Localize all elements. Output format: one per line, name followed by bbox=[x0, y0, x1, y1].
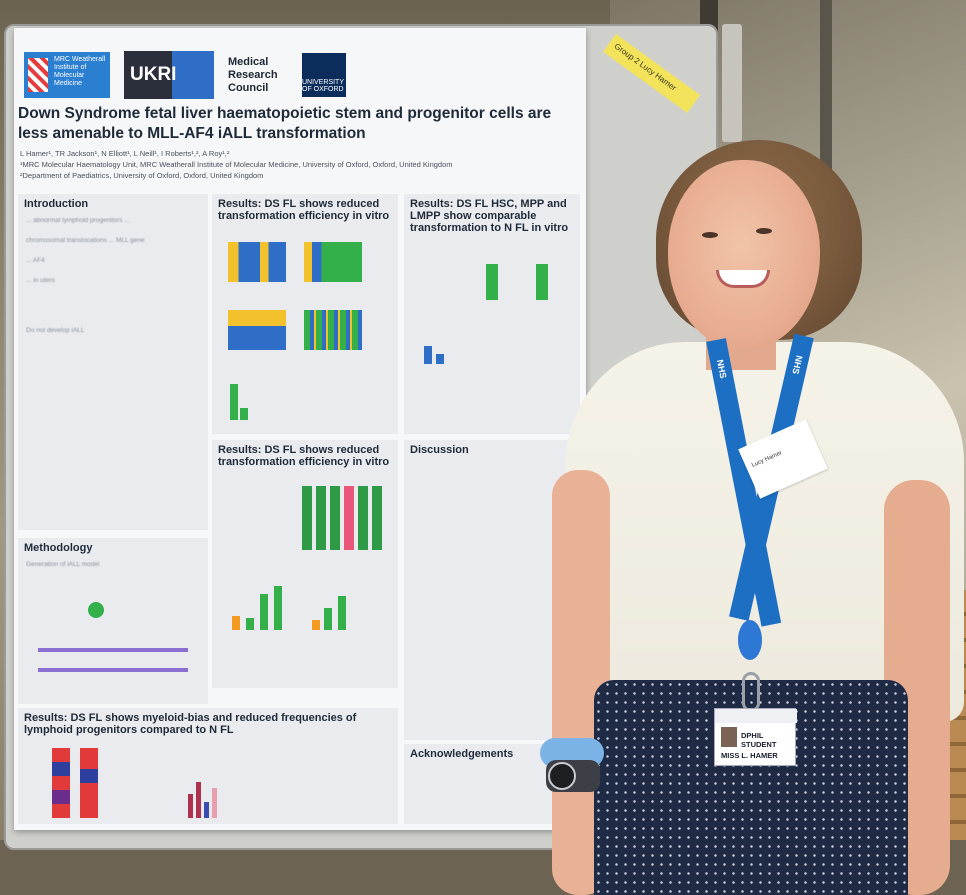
bar bbox=[424, 346, 432, 364]
affiliation-1: ¹MRC Molecular Haematology Unit, MRC Wea… bbox=[20, 160, 453, 169]
badge-photo bbox=[721, 727, 737, 747]
methodology-section: Methodology Generation of iALL model bbox=[18, 538, 208, 704]
oxford-logo: UNIVERSITY OF OXFORD bbox=[302, 53, 346, 97]
bar-figure bbox=[312, 590, 362, 630]
bar-figure bbox=[302, 484, 388, 550]
bar-figure bbox=[232, 580, 302, 630]
bar-figure bbox=[188, 768, 248, 818]
results-section-4: Results: DS FL shows myeloid-bias and re… bbox=[18, 708, 398, 824]
results-heading-1: Results: DS FL shows reduced transformat… bbox=[218, 198, 390, 222]
bar bbox=[232, 616, 240, 630]
bar bbox=[436, 354, 444, 364]
stacked-bar-figure bbox=[228, 242, 286, 282]
mrc-institute-text: MRC Weatherall Institute of Molecular Me… bbox=[54, 56, 106, 87]
stacked-bar-figure bbox=[228, 310, 286, 350]
results-heading-4: Results: DS FL shows myeloid-bias and re… bbox=[24, 712, 357, 736]
introduction-heading: Introduction bbox=[24, 198, 89, 210]
discussion-section: Discussion bbox=[404, 440, 580, 740]
watch-face bbox=[548, 762, 576, 790]
dna-icon bbox=[28, 58, 48, 92]
logo-row: MRC Weatherall Institute of Molecular Me… bbox=[24, 48, 384, 102]
bar bbox=[274, 586, 282, 630]
badge-role: DPHIL STUDENT bbox=[741, 731, 777, 749]
bar bbox=[330, 486, 340, 550]
ukri-text: UKRI bbox=[130, 64, 177, 85]
discussion-heading: Discussion bbox=[410, 444, 469, 456]
results-section-2: Results: DS FL shows reduced transformat… bbox=[212, 440, 398, 688]
methodology-heading: Methodology bbox=[24, 542, 93, 554]
intro-bullet: chromosomal translocations ... MLL gene bbox=[26, 237, 145, 244]
key-ring bbox=[742, 672, 760, 712]
bar bbox=[372, 486, 382, 550]
intro-bullet: ... AF4 bbox=[26, 257, 45, 264]
bar bbox=[324, 608, 332, 630]
bar-figure bbox=[474, 264, 498, 300]
poster-authors: L Hamer¹, TR Jackson¹, N Elliott¹, L Nei… bbox=[20, 148, 580, 181]
bar bbox=[260, 594, 268, 630]
stacked-bar-figure bbox=[80, 748, 98, 818]
badge-header bbox=[715, 709, 797, 723]
results-section-3: Results: DS FL HSC, MPP and LMPP show co… bbox=[404, 194, 580, 434]
lanyard-text: NHS bbox=[790, 354, 805, 376]
bar bbox=[246, 618, 254, 630]
bar bbox=[196, 782, 201, 818]
bar bbox=[312, 620, 320, 630]
bar bbox=[212, 788, 217, 818]
author-list: L Hamer¹, TR Jackson¹, N Elliott¹, L Nei… bbox=[20, 149, 230, 158]
bar bbox=[204, 802, 209, 818]
badge-name: MISS L. HAMER bbox=[721, 751, 778, 760]
eye bbox=[756, 228, 772, 234]
stacked-bar-figure bbox=[52, 748, 70, 818]
affiliation-2: ²Department of Paediatrics, University o… bbox=[20, 171, 264, 180]
stacked-bar-figure bbox=[304, 310, 362, 350]
bar bbox=[302, 486, 312, 550]
ukri-logo: UKRI bbox=[124, 51, 214, 99]
intro-bullet: ... abnormal lymphoid progenitors ... bbox=[26, 217, 130, 224]
bar bbox=[338, 596, 346, 630]
person-face bbox=[668, 160, 820, 350]
bar bbox=[240, 408, 248, 420]
board-post bbox=[722, 24, 742, 142]
research-poster: MRC Weatherall Institute of Molecular Me… bbox=[14, 28, 586, 830]
bar-figure bbox=[524, 264, 548, 300]
cell-diagram-icon bbox=[88, 602, 104, 618]
bar bbox=[188, 794, 193, 818]
acknowledgements-heading: Acknowledgements bbox=[410, 748, 514, 760]
introduction-section: Introduction ... abnormal lymphoid proge… bbox=[18, 194, 208, 530]
bar bbox=[358, 486, 368, 550]
construct-diagram-line bbox=[38, 648, 188, 652]
intro-bullet: Do not develop iALL bbox=[26, 327, 85, 334]
bar bbox=[316, 486, 326, 550]
mrc-council-logo: Medical Research Council bbox=[228, 55, 278, 94]
bar bbox=[344, 486, 354, 550]
results-heading-2: Results: DS FL shows reduced transformat… bbox=[218, 444, 390, 468]
bar-figure bbox=[228, 380, 252, 420]
stacked-bar-figure bbox=[304, 242, 362, 282]
poster-title: Down Syndrome fetal liver haematopoietic… bbox=[18, 105, 552, 142]
intro-bullet: ... in utero bbox=[26, 277, 55, 284]
bar-figure bbox=[424, 344, 454, 364]
mrc-institute-logo: MRC Weatherall Institute of Molecular Me… bbox=[24, 52, 110, 98]
methodology-sub: Generation of iALL model bbox=[26, 561, 100, 568]
id-badge: DPHIL STUDENT MISS L. HAMER bbox=[714, 708, 797, 766]
lanyard-text: NHS bbox=[714, 358, 729, 380]
construct-diagram-line bbox=[38, 668, 188, 672]
eye bbox=[702, 232, 718, 238]
introduction-body: ... abnormal lymphoid progenitors ... ch… bbox=[18, 214, 208, 338]
bar bbox=[230, 384, 238, 420]
results-section-1: Results: DS FL shows reduced transformat… bbox=[212, 194, 398, 434]
lanyard-clip bbox=[738, 620, 762, 660]
results-heading-3: Results: DS FL HSC, MPP and LMPP show co… bbox=[410, 198, 569, 234]
ukri-blue-block bbox=[172, 51, 214, 99]
